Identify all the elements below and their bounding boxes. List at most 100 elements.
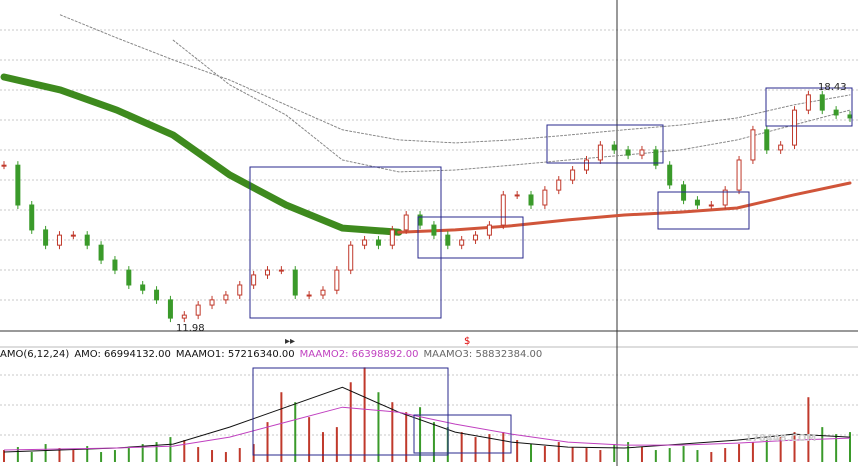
- candle: [570, 169, 576, 181]
- candle: [694, 199, 700, 206]
- volume-bar: [405, 412, 408, 462]
- volume-bar: [557, 442, 560, 462]
- highlight-box: [249, 166, 442, 319]
- candle: [1, 164, 7, 167]
- volume-bar: [474, 437, 477, 462]
- highlight-box: [417, 216, 524, 259]
- candle: [292, 269, 298, 296]
- volume-bar: [516, 440, 519, 462]
- volume-bar: [807, 397, 810, 462]
- candle: [611, 144, 617, 151]
- candle: [750, 129, 756, 161]
- scroll-icon[interactable]: ▸▸: [285, 336, 295, 347]
- candle: [195, 304, 201, 316]
- volume-bar: [363, 367, 366, 462]
- volume-bar: [543, 446, 546, 462]
- candle: [653, 149, 659, 166]
- watermark: 178448.COM: [745, 433, 816, 444]
- legend-entry: MAAMO2: 66398892.00: [300, 349, 419, 360]
- moving-average: [397, 181, 852, 234]
- volume-bar: [113, 450, 116, 462]
- candle: [778, 144, 784, 151]
- candle: [84, 234, 90, 246]
- volume-bar: [793, 432, 796, 462]
- volume-bar: [308, 417, 311, 462]
- candle: [473, 234, 479, 241]
- candle: [792, 109, 798, 146]
- volume-bar: [835, 434, 838, 462]
- candle: [29, 204, 35, 231]
- volume-bar: [682, 446, 685, 462]
- volume-bar: [335, 427, 338, 462]
- volume-bar: [100, 452, 103, 462]
- moving-average: [172, 39, 851, 173]
- marker: $: [464, 336, 470, 347]
- volume-bar: [696, 450, 699, 462]
- candle: [140, 284, 146, 291]
- volume-bar: [183, 440, 186, 462]
- volume-bar: [599, 450, 602, 462]
- candle: [334, 269, 340, 291]
- candle: [500, 194, 506, 226]
- volume-bar: [3, 450, 5, 462]
- volume-bar: [419, 407, 422, 462]
- volume-bar: [460, 432, 463, 462]
- candle: [805, 94, 811, 111]
- candle: [583, 159, 589, 171]
- volume-bar: [627, 442, 630, 462]
- candle: [514, 194, 520, 197]
- volume-bar: [502, 432, 505, 462]
- volume-bar: [238, 448, 241, 462]
- legend-entry: AMO(6,12,24): [0, 349, 69, 360]
- volume-bar: [391, 402, 394, 462]
- highlight-box: [657, 191, 750, 230]
- candle: [597, 144, 603, 161]
- volume-bar: [321, 432, 324, 462]
- volume-bar: [751, 442, 754, 462]
- candle: [833, 109, 839, 116]
- candle: [403, 214, 409, 231]
- volume-bar: [640, 447, 643, 462]
- candle: [459, 239, 465, 246]
- candle: [431, 224, 437, 236]
- candle: [15, 164, 21, 206]
- volume-bar: [58, 448, 61, 462]
- candle: [764, 129, 770, 151]
- candle: [265, 269, 271, 276]
- indicator-line: [3, 386, 851, 453]
- volume-bar: [224, 452, 227, 462]
- candle: [181, 314, 187, 319]
- candle: [154, 289, 160, 301]
- candle: [556, 179, 562, 191]
- highlight-box: [546, 124, 664, 164]
- volume-bar: [127, 448, 130, 462]
- legend-entry: MAAMO1: 57216340.00: [176, 349, 295, 360]
- volume-bar: [86, 446, 89, 462]
- high-label: 18.43: [818, 82, 847, 93]
- candle: [722, 189, 728, 206]
- candle: [375, 239, 381, 246]
- candle: [98, 244, 104, 261]
- legend-entry: AMO: 66994132.00: [74, 349, 171, 360]
- volume-bar: [44, 444, 47, 462]
- candle: [348, 244, 354, 271]
- candle: [362, 239, 368, 246]
- highlight-box: [413, 414, 512, 454]
- volume-bar: [710, 452, 713, 462]
- volume-bar: [141, 444, 144, 462]
- volume-bar: [849, 432, 851, 462]
- legend-entry: MAAMO3: 58832384.00: [423, 349, 542, 360]
- grid: [0, 29, 858, 436]
- volume-bar: [72, 450, 75, 462]
- candle: [667, 164, 673, 186]
- candle: [251, 274, 257, 286]
- volume-bar: [211, 450, 214, 462]
- volume-bar: [654, 450, 657, 462]
- candle: [278, 269, 284, 272]
- volume-bar: [252, 444, 255, 462]
- candle: [445, 234, 451, 246]
- candle: [320, 289, 326, 296]
- candle: [639, 149, 645, 156]
- moving-average: [0, 73, 403, 236]
